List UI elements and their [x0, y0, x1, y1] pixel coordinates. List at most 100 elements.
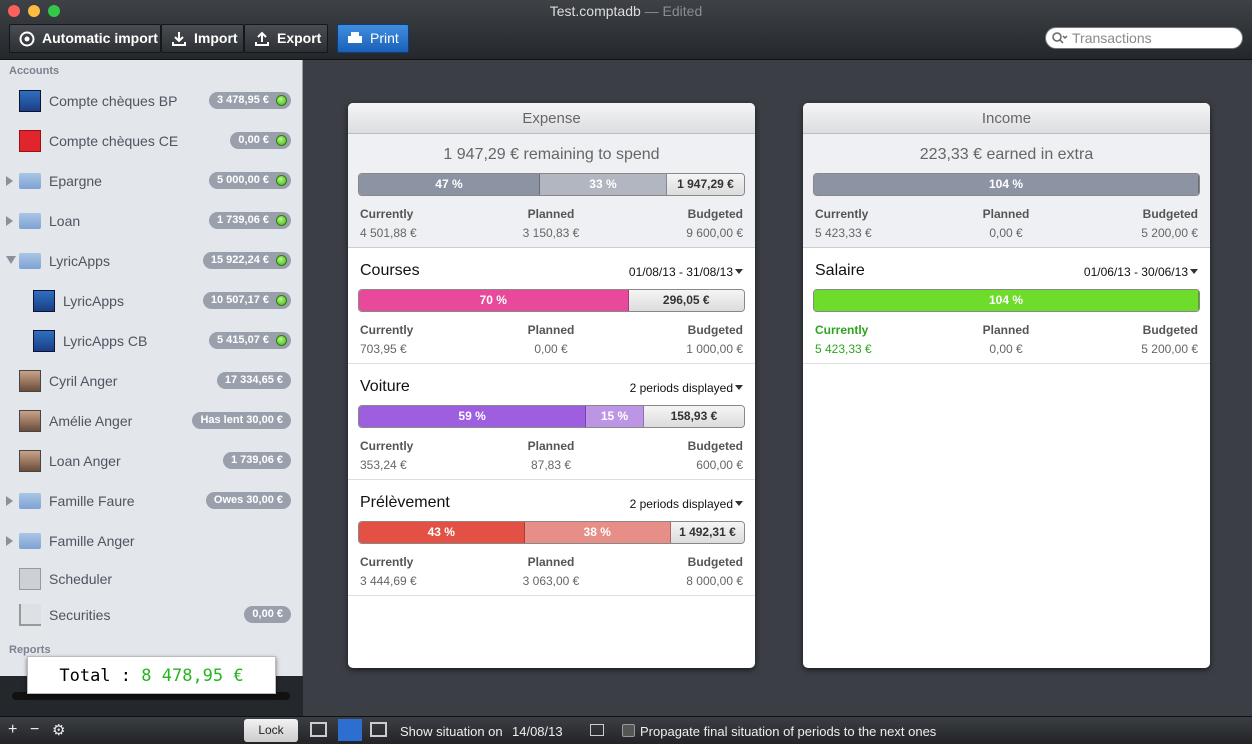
account-balance: 1 739,06 € [209, 212, 291, 229]
period-selector[interactable]: 2 periods displayed [629, 381, 733, 395]
propagate-checkbox[interactable] [622, 724, 635, 737]
disclosure-triangle[interactable] [6, 536, 13, 546]
disclosure-triangle[interactable] [6, 216, 13, 226]
account-row[interactable]: Loan 1 739,06 € [0, 201, 303, 241]
account-row[interactable]: Compte chèques BP 3 478,95 € [0, 81, 303, 121]
stat-label: Currently [360, 323, 414, 337]
stat-label: Currently [360, 555, 414, 569]
budget-row[interactable]: Courses 01/08/13 - 31/08/13 70 % 296,05 € Cu… [348, 248, 755, 364]
slider-track [12, 692, 290, 700]
account-icon [19, 130, 41, 152]
account-icon [19, 533, 41, 549]
panel-title: Expense [348, 103, 755, 134]
account-row[interactable]: Securities 0,00 € [0, 595, 303, 635]
export-button[interactable]: Export [244, 24, 328, 53]
add-button[interactable]: + [8, 721, 18, 738]
mail-button[interactable] [370, 722, 387, 737]
status-dot [276, 295, 287, 306]
calendar-button[interactable] [590, 724, 604, 736]
period-selector[interactable]: 2 periods displayed [629, 497, 733, 511]
budget-row[interactable]: Voiture 2 periods displayed 59 % 15 % 158,93… [348, 364, 755, 480]
stat-value: 0,00 € [989, 226, 1023, 240]
account-row[interactable]: Famille Anger [0, 521, 303, 561]
account-icon [19, 450, 41, 472]
stat: Planned 87,83 € [486, 439, 616, 472]
icon [348, 32, 362, 43]
view-button[interactable] [310, 722, 327, 737]
print-button[interactable]: Print [337, 24, 409, 53]
account-name: Amélie Anger [49, 413, 133, 429]
progress-bar: 59 % 15 % 158,93 € [358, 405, 745, 428]
account-row[interactable]: Epargne 5 000,00 € [0, 161, 303, 201]
stat-label: Planned [527, 439, 575, 453]
account-row[interactable]: Cyril Anger 17 334,65 € [0, 361, 303, 401]
account-name: Loan Anger [49, 453, 121, 469]
account-row[interactable]: LyricApps 15 922,24 € [0, 241, 303, 281]
bar-segment: 47 % [359, 174, 540, 195]
period-selector[interactable]: 01/06/13 - 30/06/13 [1083, 265, 1188, 279]
account-row[interactable]: Scheduler [0, 559, 303, 599]
progress-bar: 104 % [813, 289, 1200, 312]
account-balance: 5 415,07 € [209, 332, 291, 349]
bar-segment: 70 % [359, 290, 629, 311]
status-bar: + − ⚙ Lock Show situation on 14/08/13 Pr… [0, 716, 1252, 744]
account-name: Epargne [49, 173, 102, 189]
account-row[interactable]: Amélie Anger Has lent 30,00 € [0, 401, 303, 441]
label: Lock [258, 723, 284, 737]
zoom-button[interactable] [48, 5, 60, 17]
stat: Budgeted 5 200,00 € [1068, 323, 1198, 356]
disclosure-triangle[interactable] [6, 176, 13, 186]
settings-button[interactable]: ⚙ [52, 722, 66, 739]
account-balance: 1 739,06 € [223, 452, 291, 469]
propagate-label: Propagate final situation of periods to … [640, 724, 937, 739]
automatic-import-button[interactable]: Automatic import [9, 24, 161, 53]
stat: Planned 0,00 € [486, 323, 616, 356]
account-icon [19, 410, 41, 432]
budget-row[interactable]: Prélèvement 2 periods displayed 43 % 38 % 1 … [348, 480, 755, 596]
bar-segment: 1 492,31 € [670, 522, 744, 543]
status-dot [276, 135, 287, 146]
account-row[interactable]: Compte chèques CE 0,00 € [0, 121, 303, 161]
account-icon [19, 604, 41, 626]
account-row[interactable]: LyricApps 10 507,17 € [0, 281, 303, 321]
stat: Planned 3 150,83 € [486, 207, 616, 240]
lock-button[interactable]: Lock [244, 719, 298, 742]
balance-text: 1 739,06 € [231, 454, 283, 466]
search-field[interactable]: Transactions [1045, 27, 1243, 49]
account-balance: 17 334,65 € [216, 372, 291, 389]
icon [172, 32, 186, 46]
import-button[interactable]: Import [161, 24, 244, 53]
bar-segment: 296,05 € [628, 290, 744, 311]
status-dot [276, 335, 287, 346]
minimize-button[interactable] [28, 5, 40, 17]
account-row[interactable]: Loan Anger 1 739,06 € [0, 441, 303, 481]
search-icon [1052, 32, 1068, 44]
situation-date[interactable]: 14/08/13 [512, 724, 563, 739]
balance-text: 5 415,07 € [217, 334, 269, 346]
disclosure-triangle[interactable] [6, 256, 16, 264]
status-dot [276, 255, 287, 266]
account-balance: 0,00 € [244, 606, 291, 623]
period-selector[interactable]: 01/08/13 - 31/08/13 [628, 265, 733, 279]
account-name: Loan [49, 213, 81, 229]
budget-name: Prélèvement [360, 494, 450, 511]
account-row[interactable]: LyricApps CB 5 415,07 € [0, 321, 303, 361]
stat: Budgeted 5 200,00 € [1068, 207, 1198, 240]
account-row[interactable]: Famille Faure Owes 30,00 € [0, 481, 303, 521]
show-situation-label: Show situation on [400, 724, 503, 739]
balance-text: 10 507,17 € [210, 294, 269, 306]
disclosure-triangle[interactable] [6, 496, 13, 506]
balance-text: 0,00 € [252, 608, 283, 620]
stat-label: Budgeted [687, 207, 743, 221]
budget-row[interactable]: Salaire 01/06/13 - 30/06/13 104 % Currently… [803, 248, 1210, 364]
status-dot [276, 215, 287, 226]
stat: Budgeted 600,00 € [613, 439, 743, 472]
stat: Currently 4 501,88 € [360, 207, 490, 240]
account-balance: Owes 30,00 € [205, 492, 291, 509]
close-button[interactable] [8, 5, 20, 17]
remove-button[interactable]: − [30, 721, 40, 738]
budget-view-button[interactable] [338, 719, 362, 741]
account-balance: 3 478,95 € [209, 92, 291, 109]
stat-label: Currently [815, 323, 869, 337]
